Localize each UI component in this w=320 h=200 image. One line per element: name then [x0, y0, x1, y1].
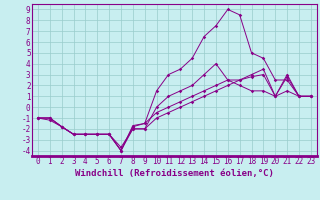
X-axis label: Windchill (Refroidissement éolien,°C): Windchill (Refroidissement éolien,°C): [75, 169, 274, 178]
